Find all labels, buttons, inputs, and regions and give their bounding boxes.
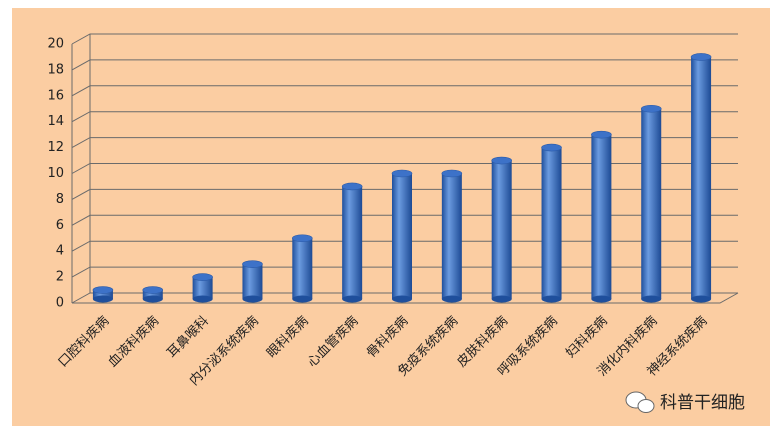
bar	[242, 260, 263, 303]
bar-bottom	[92, 295, 113, 303]
y-tick-label: 2	[56, 270, 64, 285]
y-tick-label: 8	[56, 192, 64, 207]
bar-top	[591, 130, 612, 139]
grid-line	[71, 59, 738, 71]
bar-top	[690, 53, 712, 61]
bar-bottom	[342, 295, 363, 303]
grid-line	[71, 292, 738, 304]
grid-line	[71, 188, 738, 200]
bar-body	[292, 238, 313, 299]
y-tick-label: 12	[47, 140, 64, 155]
bar-bottom	[392, 295, 412, 303]
bar-body	[142, 290, 163, 299]
bar-body	[242, 264, 263, 299]
bar-top	[341, 182, 363, 191]
bar	[591, 130, 612, 303]
bar-top	[640, 104, 662, 113]
bar	[142, 286, 164, 303]
bar-bottom	[441, 295, 462, 303]
y-tick-label: 6	[56, 218, 64, 233]
bar	[391, 169, 413, 303]
y-tick-label: 0	[56, 296, 64, 311]
bar	[292, 234, 313, 303]
bar-body	[342, 186, 363, 299]
bar-top	[142, 286, 164, 294]
bar-bottom	[541, 295, 562, 303]
bar-bottom	[591, 295, 612, 303]
y-tick-label: 14	[47, 114, 64, 129]
bar-body	[691, 56, 712, 300]
bar-top	[441, 169, 463, 178]
bar-body	[541, 147, 562, 299]
bar	[341, 182, 363, 303]
bar-top	[292, 234, 313, 243]
watermark-icon	[625, 391, 655, 413]
floor	[72, 292, 739, 304]
bar-bottom	[292, 295, 313, 303]
bar-top	[192, 273, 213, 281]
bar-bottom	[491, 295, 512, 303]
bar-top	[541, 143, 562, 152]
bar-bottom	[142, 295, 163, 303]
y-tick-label: 20	[47, 37, 64, 52]
bar	[541, 143, 562, 303]
bar	[441, 169, 463, 303]
bar-body	[441, 173, 462, 299]
bar-body	[192, 277, 213, 299]
bar-body	[92, 290, 113, 299]
grid-line	[71, 214, 738, 226]
grid-line	[71, 163, 738, 174]
grid-line	[71, 85, 738, 97]
bar-top	[92, 286, 114, 294]
bar-top	[491, 156, 512, 165]
grid-line	[71, 137, 738, 149]
watermark: 科普干细胞	[660, 393, 745, 413]
bar	[491, 156, 512, 303]
bar-bottom	[641, 295, 662, 303]
bar	[92, 286, 114, 303]
bar-body	[641, 108, 662, 299]
bar-top	[242, 260, 263, 268]
bar-body	[491, 160, 512, 299]
bar-body	[591, 134, 612, 299]
y-tick-label: 4	[56, 244, 64, 259]
grid-line	[71, 111, 738, 123]
bar	[192, 273, 213, 303]
bar-bottom	[242, 295, 263, 303]
bar	[690, 53, 712, 303]
grid-line	[71, 33, 738, 45]
bar-top	[391, 169, 413, 178]
y-tick-label: 16	[47, 88, 64, 103]
grid-line	[71, 240, 738, 252]
grid-line	[71, 266, 738, 278]
y-tick-label: 10	[47, 166, 64, 181]
bar	[640, 104, 662, 303]
bar-bottom	[192, 295, 213, 303]
bar-body	[392, 173, 412, 299]
y-tick-label: 18	[47, 62, 64, 77]
bar-bottom	[691, 295, 712, 303]
